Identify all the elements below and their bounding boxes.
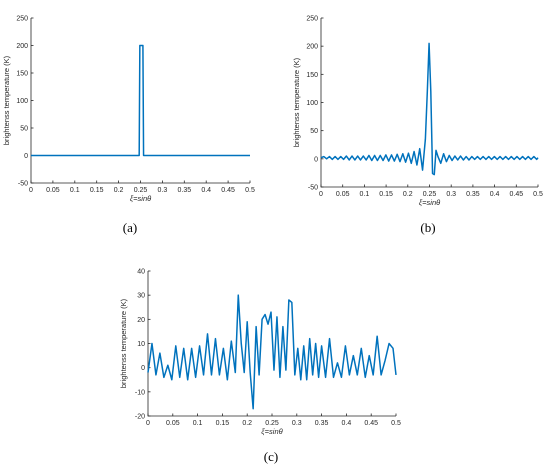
y-tick-label: 0 [24, 153, 28, 160]
y-tick-label: 20 [137, 317, 145, 324]
x-tick-label: 0.1 [360, 191, 370, 198]
x-tick-label: 0.1 [70, 187, 80, 194]
x-axis-label: ξ=sinθ [261, 427, 282, 436]
y-tick-label: -10 [135, 389, 145, 396]
x-axis-label: ξ=sinθ [130, 194, 151, 203]
x-tick-label: 0.5 [391, 420, 401, 427]
x-tick-label: 0.15 [216, 420, 230, 427]
y-tick-label: 250 [306, 16, 318, 23]
y-tick-label: -50 [18, 181, 28, 188]
y-tick-label: 250 [16, 16, 28, 23]
y-tick-label: 200 [306, 44, 318, 51]
x-tick-label: 0.4 [490, 191, 500, 198]
y-tick-label: 30 [137, 293, 145, 300]
x-tick-label: 0.5 [245, 187, 255, 194]
y-axis-label: brightenss temperature (K) [2, 55, 11, 145]
panel-caption: (c) [264, 449, 278, 464]
x-tick-label: 0.05 [46, 187, 60, 194]
x-tick-label: 0.2 [403, 191, 413, 198]
y-tick-label: 10 [137, 341, 145, 348]
panel-caption: (a) [123, 220, 137, 235]
x-tick-label: 0.1 [193, 420, 203, 427]
y-tick-label: 50 [310, 128, 318, 135]
x-tick-label: 0.35 [466, 191, 480, 198]
x-tick-label: 0 [29, 187, 33, 194]
y-tick-label: 0 [314, 156, 318, 163]
panel-caption: (b) [420, 220, 435, 235]
y-tick-label: 0 [141, 365, 145, 372]
series-line [31, 44, 250, 157]
y-tick-label: 200 [16, 43, 28, 50]
x-tick-label: 0 [319, 191, 323, 198]
x-axis-label: ξ=sinθ [419, 198, 440, 207]
x-tick-label: 0.45 [364, 420, 378, 427]
series-line [147, 294, 397, 410]
x-tick-label: 0.2 [242, 420, 252, 427]
x-tick-label: 0.5 [533, 191, 543, 198]
x-tick-label: 0.15 [379, 191, 393, 198]
x-tick-label: 0.35 [177, 187, 191, 194]
x-tick-label: 0.05 [166, 420, 180, 427]
y-tick-label: 100 [306, 100, 318, 107]
y-tick-label: 150 [306, 72, 318, 79]
series-line [320, 42, 539, 176]
x-tick-label: 0.25 [423, 191, 437, 198]
x-tick-label: 0.45 [509, 191, 523, 198]
panel-b: 0 0.05 0.1 0.15 0.2 0.25 0.3 0.35 0.4 0.45 0.5-500… [292, 16, 543, 236]
x-tick-label: 0.3 [292, 420, 302, 427]
x-tick-label: 0.2 [114, 187, 124, 194]
y-tick-label: -50 [308, 185, 318, 192]
x-tick-label: 0.45 [221, 187, 235, 194]
y-axis-label: brightenss temperature (K) [292, 57, 301, 147]
y-tick-label: 50 [20, 126, 28, 133]
x-tick-label: 0.15 [90, 187, 104, 194]
y-axis-label: brightenss temperature (K) [119, 298, 128, 388]
y-tick-label: 100 [16, 98, 28, 105]
axis-lines [30, 18, 250, 184]
x-tick-label: 0.3 [158, 187, 168, 194]
x-tick-label: 0.05 [336, 191, 350, 198]
x-tick-label: 0.4 [201, 187, 211, 194]
panel-c: 0 0.05 0.1 0.15 0.2 0.25 0.3 0.35 0.4 0.45 0.5 -20 -… [119, 269, 401, 465]
x-tick-label: 0.35 [315, 420, 329, 427]
x-tick-label: 0.3 [446, 191, 456, 198]
panel-a: 0 0.05 0.1 0.15 0.2 0.25 0.3 0.35 0.4 0.45 0.5-500… [2, 16, 255, 236]
x-tick-label: 0.25 [265, 420, 279, 427]
y-tick-label: -20 [135, 414, 145, 421]
x-tick-label: 0.4 [342, 420, 352, 427]
x-tick-label: 0.25 [134, 187, 148, 194]
y-tick-label: 150 [16, 71, 28, 78]
x-tick-label: 0 [146, 420, 150, 427]
y-tick-label: 40 [137, 269, 145, 276]
